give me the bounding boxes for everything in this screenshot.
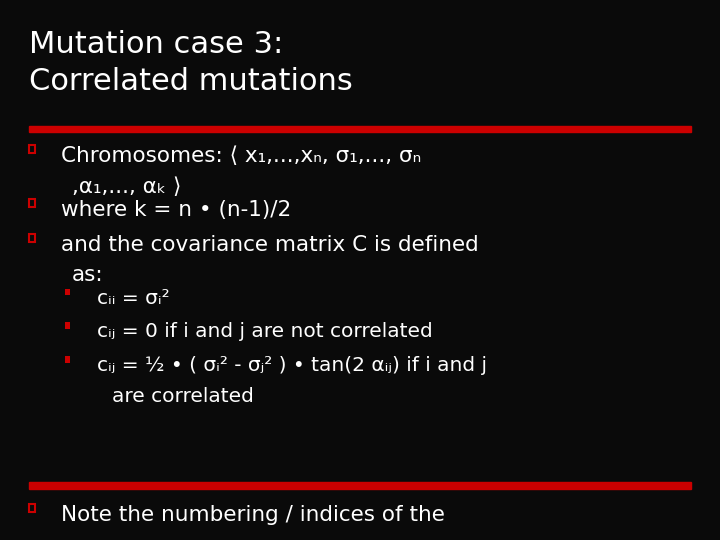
- Text: Note the numbering / indices of the: Note the numbering / indices of the: [61, 505, 445, 525]
- Text: cᵢⱼ = 0 if i and j are not correlated: cᵢⱼ = 0 if i and j are not correlated: [97, 322, 433, 341]
- Text: ,α₁,..., αₖ ⟩: ,α₁,..., αₖ ⟩: [72, 177, 181, 197]
- FancyBboxPatch shape: [29, 126, 691, 132]
- Text: cᵢᵢ = σᵢ²: cᵢᵢ = σᵢ²: [97, 289, 170, 308]
- Text: as:: as:: [72, 265, 104, 285]
- FancyBboxPatch shape: [65, 322, 71, 328]
- Text: Correlated mutations: Correlated mutations: [29, 68, 353, 97]
- Text: Mutation case 3:: Mutation case 3:: [29, 30, 283, 59]
- FancyBboxPatch shape: [65, 356, 71, 363]
- Text: Chromosomes: ⟨ x₁,...,xₙ, σ₁,..., σₙ: Chromosomes: ⟨ x₁,...,xₙ, σ₁,..., σₙ: [61, 146, 421, 166]
- FancyBboxPatch shape: [65, 289, 71, 295]
- Text: and the covariance matrix C is defined: and the covariance matrix C is defined: [61, 235, 479, 255]
- Text: are correlated: are correlated: [112, 387, 253, 406]
- FancyBboxPatch shape: [29, 482, 691, 489]
- Text: cᵢⱼ = ½ • ( σᵢ² - σⱼ² ) • tan(2 αᵢⱼ) if i and j: cᵢⱼ = ½ • ( σᵢ² - σⱼ² ) • tan(2 αᵢⱼ) if …: [97, 356, 487, 375]
- Text: where k = n • (n-1)/2: where k = n • (n-1)/2: [61, 200, 292, 220]
